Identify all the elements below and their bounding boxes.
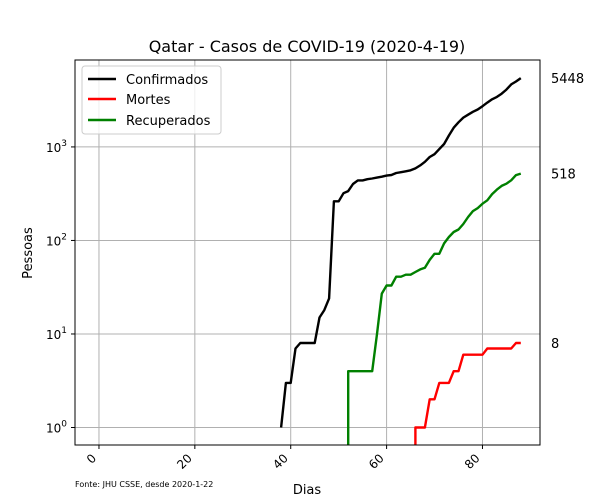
legend-label-recuperados: Recuperados <box>126 114 211 129</box>
grid <box>75 60 540 445</box>
series-line-mortes <box>414 341 521 445</box>
end-label-recuperados: 518 <box>551 168 576 183</box>
plot-frame <box>74 59 541 446</box>
y-tick-label: 101 <box>46 326 67 342</box>
end-labels: 5448 8 518 <box>551 72 584 352</box>
legend-label-confirmados: Confirmados <box>126 73 208 88</box>
series-line-recuperados <box>347 172 522 445</box>
end-label-confirmados: 5448 <box>551 72 584 87</box>
source-note: Fonte: JHU CSSE, desde 2020-1-22 <box>75 480 213 489</box>
x-axis-label: Dias <box>293 483 322 498</box>
chart-title: Qatar - Casos de COVID-19 (2020-4-19) <box>149 37 466 56</box>
y-tick-label: 102 <box>46 232 67 248</box>
series-layer <box>279 77 522 445</box>
y-tick-label: 103 <box>46 139 67 155</box>
y-tick-label: 100 <box>46 420 67 436</box>
series-line-confirmados <box>279 77 522 428</box>
legend: Confirmados Mortes Recuperados <box>81 65 222 135</box>
end-label-mortes: 8 <box>551 337 559 352</box>
legend-box <box>81 65 222 135</box>
y-axis-label: Pessoas <box>21 227 36 279</box>
legend-label-mortes: Mortes <box>126 93 171 108</box>
